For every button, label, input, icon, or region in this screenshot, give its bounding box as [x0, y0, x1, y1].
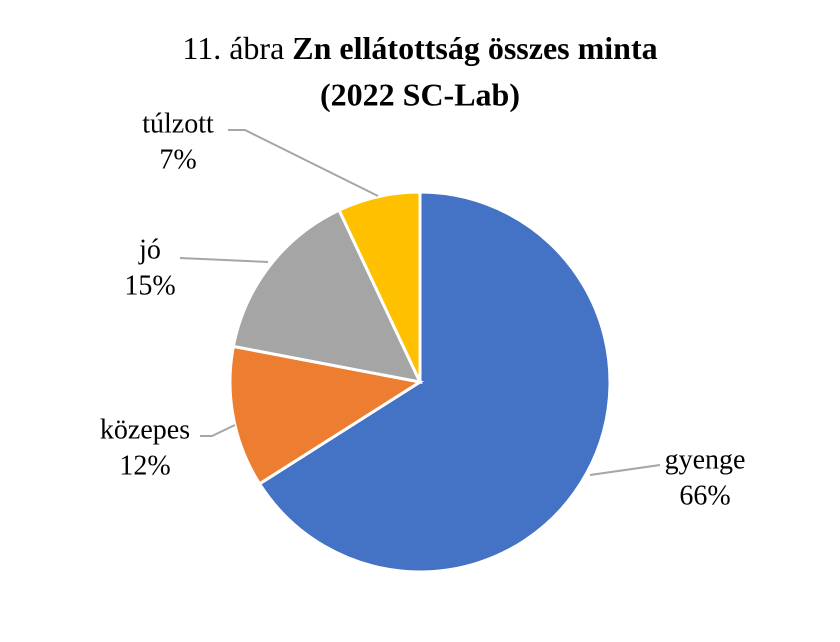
chart-title: 11. ábra Zn ellátottság összes minta: [182, 30, 657, 66]
leader-line: [179, 257, 269, 263]
value-label: 7%: [159, 144, 196, 175]
category-label: közepes: [100, 414, 190, 445]
pie-slice: [228, 344, 425, 486]
category-label: gyenge: [665, 444, 746, 475]
pie-slice: [337, 190, 422, 383]
category-label: túlzott: [142, 108, 214, 139]
category-label: jó: [138, 234, 161, 265]
title-prefix: 11. ábra: [182, 30, 284, 66]
leader-line: [228, 129, 379, 197]
chart-subtitle: (2022 SC-Lab): [320, 76, 520, 112]
value-label: 12%: [119, 450, 170, 481]
title-main: Zn ellátottság összes minta: [292, 30, 657, 66]
value-label: 66%: [679, 480, 730, 511]
pie-slice: [257, 190, 612, 574]
leader-line: [200, 424, 236, 437]
leader-line: [589, 464, 661, 476]
pie-slice: [231, 208, 423, 385]
value-label: 15%: [124, 270, 175, 301]
